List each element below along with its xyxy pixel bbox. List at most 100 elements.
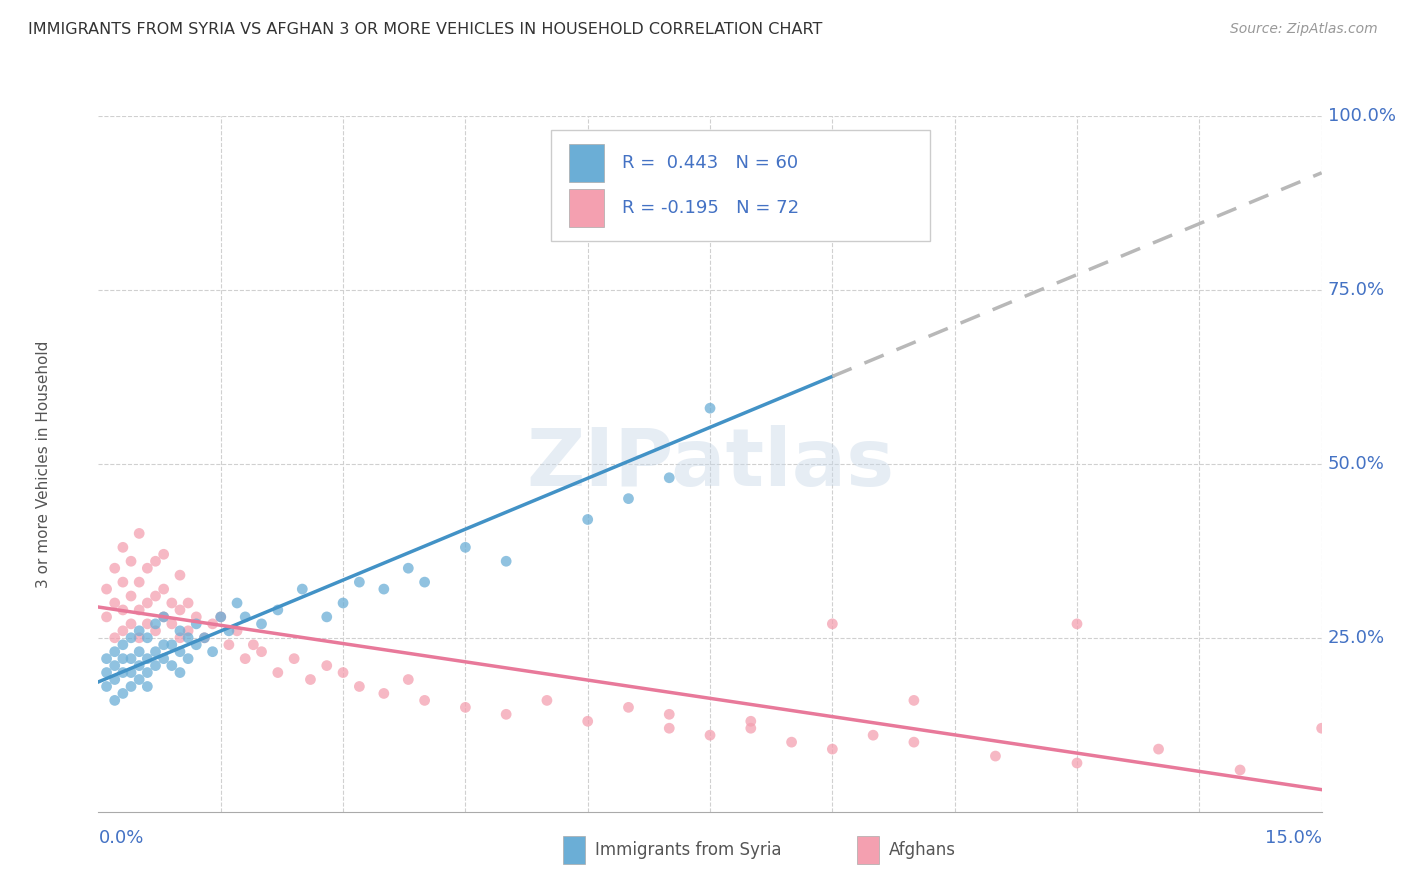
Point [128,631,150,645]
Point [740,721,762,735]
Point [315,610,337,624]
Point [177,651,200,665]
Text: 15.0%: 15.0% [1264,830,1322,847]
Point [128,645,150,659]
Text: 50.0%: 50.0% [1327,455,1385,473]
Point [332,665,354,680]
Text: 100.0%: 100.0% [1327,107,1396,125]
Point [160,596,183,610]
Point [226,596,249,610]
Point [152,651,174,665]
Point [218,624,240,638]
Point [111,686,134,700]
Text: Source: ZipAtlas.com: Source: ZipAtlas.com [1230,22,1378,37]
Point [699,401,721,416]
Text: 0.0%: 0.0% [98,830,143,847]
Point [120,616,142,631]
Point [136,680,159,694]
Point [96,665,118,680]
Point [862,728,884,742]
Bar [856,836,879,863]
Point [145,616,167,631]
Text: Immigrants from Syria: Immigrants from Syria [595,841,782,859]
Point [128,673,150,687]
Point [169,645,191,659]
Point [903,735,925,749]
Point [111,624,134,638]
Point [169,624,191,638]
Point [145,624,167,638]
Point [152,610,174,624]
Point [209,610,232,624]
Point [169,568,191,582]
Point [233,651,256,665]
Point [136,561,159,575]
Point [283,651,305,665]
Point [104,645,127,659]
Point [226,624,249,638]
Point [1310,721,1333,735]
Point [233,610,256,624]
Point [617,491,640,506]
Point [160,658,183,673]
Point [136,665,159,680]
Point [152,638,174,652]
Point [1147,742,1170,756]
Point [120,631,142,645]
Point [1066,756,1088,770]
Point [349,680,371,694]
Point [576,714,599,729]
Point [658,707,681,722]
Text: R = -0.195   N = 72: R = -0.195 N = 72 [621,199,799,217]
Point [120,680,142,694]
Point [177,596,200,610]
Point [111,603,134,617]
Point [413,693,436,707]
Text: R =  0.443   N = 60: R = 0.443 N = 60 [621,154,799,172]
Point [128,603,150,617]
Point [740,714,762,729]
Point [169,631,191,645]
Point [136,631,159,645]
Point [120,651,142,665]
Point [201,616,224,631]
Point [1066,616,1088,631]
Point [193,631,215,645]
Point [218,638,240,652]
Point [821,616,844,631]
Point [177,631,200,645]
Point [128,575,150,590]
Point [373,686,395,700]
Point [128,624,150,638]
Text: Afghans: Afghans [889,841,956,859]
Point [186,616,208,631]
FancyBboxPatch shape [551,130,931,241]
Point [821,742,844,756]
Text: 25.0%: 25.0% [1327,629,1385,647]
Point [104,658,127,673]
Point [152,582,174,596]
Point [250,645,273,659]
Point [152,610,174,624]
Point [780,735,803,749]
Point [145,554,167,568]
Text: IMMIGRANTS FROM SYRIA VS AFGHAN 3 OR MORE VEHICLES IN HOUSEHOLD CORRELATION CHAR: IMMIGRANTS FROM SYRIA VS AFGHAN 3 OR MOR… [28,22,823,37]
Point [120,589,142,603]
Point [120,665,142,680]
Point [96,610,118,624]
Point [104,693,127,707]
Point [128,658,150,673]
Point [495,707,517,722]
Point [145,589,167,603]
Point [111,541,134,555]
Point [658,721,681,735]
Point [186,638,208,652]
Point [250,616,273,631]
Point [315,658,337,673]
Point [821,227,844,242]
Point [104,561,127,575]
Point [291,582,314,596]
Point [111,665,134,680]
Point [699,728,721,742]
Point [495,554,517,568]
